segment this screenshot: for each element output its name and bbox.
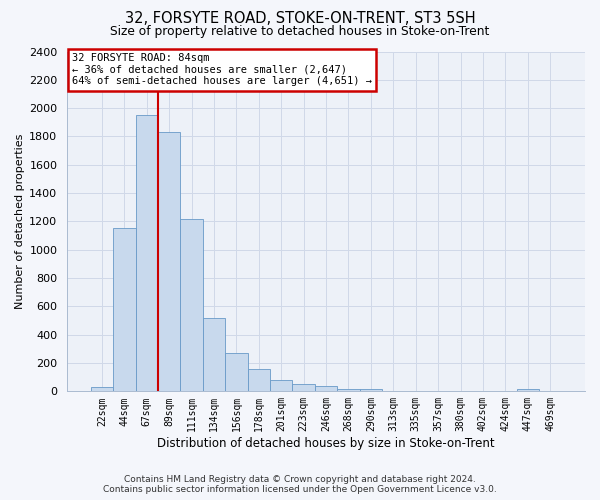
Bar (203, 318, 225, 392)
Bar (248, 370, 270, 392)
Bar (113, 228, 136, 392)
Bar (359, 388, 382, 392)
Bar (292, 384, 315, 392)
Bar (225, 353, 248, 392)
Bar (270, 380, 292, 392)
Bar (136, 115, 158, 392)
Bar (337, 388, 359, 392)
X-axis label: Distribution of detached houses by size in Stoke-on-Trent: Distribution of detached houses by size … (157, 437, 495, 450)
Bar (494, 390, 517, 392)
Bar (517, 389, 539, 392)
Bar (539, 390, 562, 392)
Text: 32 FORSYTE ROAD: 84sqm
← 36% of detached houses are smaller (2,647)
64% of semi-: 32 FORSYTE ROAD: 84sqm ← 36% of detached… (73, 53, 373, 86)
Bar (315, 386, 337, 392)
Bar (449, 390, 472, 392)
Bar (181, 218, 203, 392)
Bar (404, 390, 427, 392)
Y-axis label: Number of detached properties: Number of detached properties (15, 134, 25, 309)
Bar (91, 387, 113, 392)
Bar (382, 390, 404, 392)
Text: 32, FORSYTE ROAD, STOKE-ON-TRENT, ST3 5SH: 32, FORSYTE ROAD, STOKE-ON-TRENT, ST3 5S… (125, 11, 475, 26)
Bar (472, 390, 494, 392)
Text: Size of property relative to detached houses in Stoke-on-Trent: Size of property relative to detached ho… (110, 25, 490, 38)
Bar (427, 390, 449, 392)
Text: Contains HM Land Registry data © Crown copyright and database right 2024.
Contai: Contains HM Land Registry data © Crown c… (103, 474, 497, 494)
Bar (158, 132, 181, 392)
